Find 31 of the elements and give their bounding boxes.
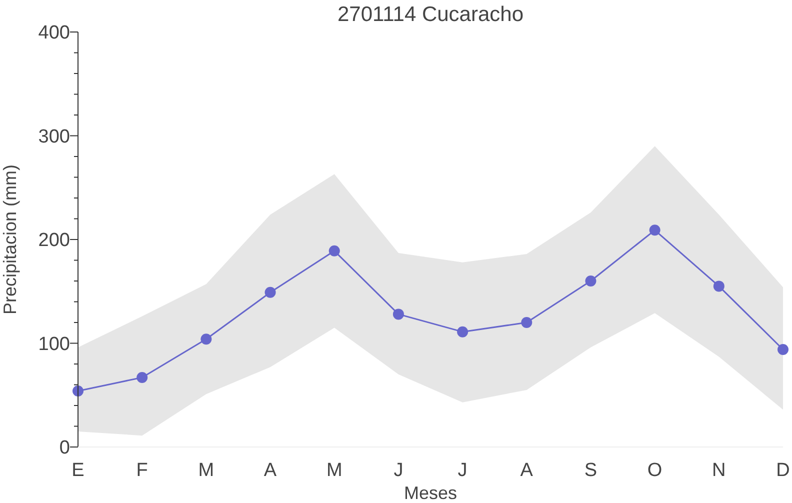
- point: [457, 326, 468, 338]
- chart-title: 2701114 Cucaracho: [337, 3, 524, 26]
- point: [200, 334, 212, 345]
- x-tick-label: F: [136, 460, 148, 481]
- x-tick-label: D: [776, 460, 790, 481]
- x-tick-label: S: [584, 460, 598, 481]
- point: [713, 280, 724, 292]
- point: [649, 224, 660, 236]
- x-tick-label: J: [394, 460, 404, 481]
- x-tick-label: M: [326, 460, 342, 481]
- point: [585, 276, 596, 286]
- x-tick-label: A: [520, 460, 534, 481]
- x-tick-label: J: [458, 460, 468, 481]
- x-tick-label: A: [264, 460, 277, 481]
- y-tick-label: 400: [38, 22, 70, 44]
- point: [392, 308, 404, 320]
- x-tick-label: M: [198, 460, 214, 481]
- y-tick-label: 200: [38, 230, 70, 252]
- y-tick-label: 0: [59, 438, 70, 459]
- x-tick-label: O: [647, 460, 662, 481]
- point: [136, 372, 148, 383]
- point: [521, 317, 532, 328]
- y-tick-label: 100: [38, 334, 70, 355]
- point: [778, 344, 788, 355]
- y-tick-label: 300: [38, 126, 70, 148]
- x-tick-label: N: [712, 460, 726, 481]
- point: [328, 245, 340, 256]
- x-tick-label: E: [72, 460, 84, 481]
- y-axis-title: Precipitacion (mm): [0, 164, 20, 315]
- point: [264, 286, 276, 298]
- x-axis-title: Meses: [404, 483, 458, 503]
